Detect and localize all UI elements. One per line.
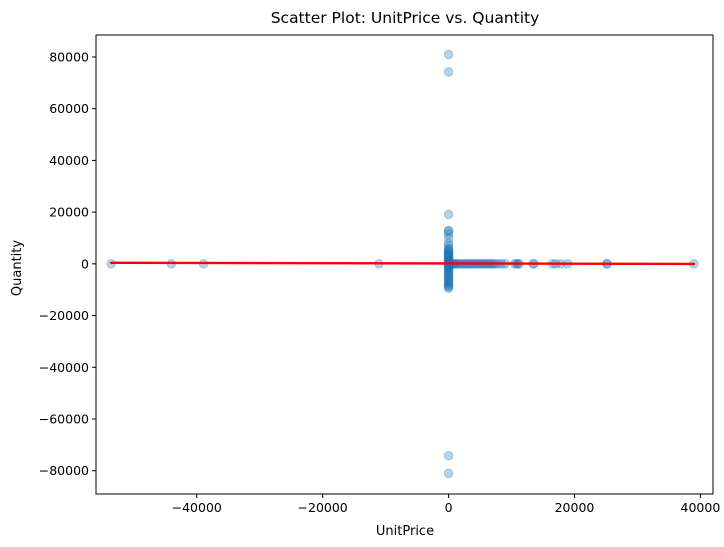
data-point [443,246,454,257]
y-tick-label: 0 [81,256,89,271]
data-point [443,265,454,276]
scatter-points [106,49,699,479]
data-point [443,209,454,220]
data-point [443,49,454,60]
data-point [443,67,454,77]
data-point [443,250,454,261]
y-tick-label: −60000 [39,412,89,427]
y-tick-label: 80000 [49,49,89,64]
data-point [443,450,454,461]
data-point [443,233,454,243]
data-point [443,283,454,293]
data-point [443,278,454,289]
data-point [443,226,454,237]
data-point [443,266,454,277]
data-point [443,240,454,251]
y-tick-label: −20000 [39,308,89,323]
data-point [443,277,454,287]
data-point [443,229,454,239]
data-point [443,249,454,260]
data-point [443,271,454,282]
y-tick-label: 20000 [49,205,89,220]
data-point [443,248,454,259]
data-point [443,273,454,283]
data-point [443,252,454,263]
data-point [443,275,454,286]
x-axis-title: UnitPrice [376,524,434,539]
x-tick-label: 40000 [681,500,721,515]
axes: −40000 −20000 0 20000 40000 −80000 −60000 −4000… [39,34,721,515]
data-point [443,251,454,261]
data-point [443,468,454,479]
plot-frame [95,34,714,495]
data-point [443,247,454,258]
data-point [443,225,454,236]
trend-line [109,261,696,266]
data-point [443,269,454,280]
y-tick-label: −40000 [39,360,89,375]
data-point [443,238,454,248]
x-tick-label: 0 [445,500,453,515]
data-point [443,264,454,274]
data-point [443,279,454,290]
data-point [443,243,454,254]
data-point [443,251,454,262]
data-point [443,244,454,255]
y-axis-title: Quantity [10,240,25,296]
y-tick-label: 40000 [49,153,89,168]
data-point [443,270,454,281]
x-tick-label: −20000 [298,500,348,515]
data-point [443,246,454,256]
chart-title: Scatter Plot: UnitPrice vs. Quantity [271,9,540,27]
y-tick-label: −80000 [39,463,89,478]
x-tick-label: 20000 [555,500,595,515]
x-tick-label: −40000 [172,500,222,515]
data-point [443,282,454,292]
data-point [443,274,454,285]
data-point [443,268,454,278]
trend-line-group [109,261,696,266]
y-tick-label: 60000 [49,101,89,116]
data-point [443,281,454,291]
